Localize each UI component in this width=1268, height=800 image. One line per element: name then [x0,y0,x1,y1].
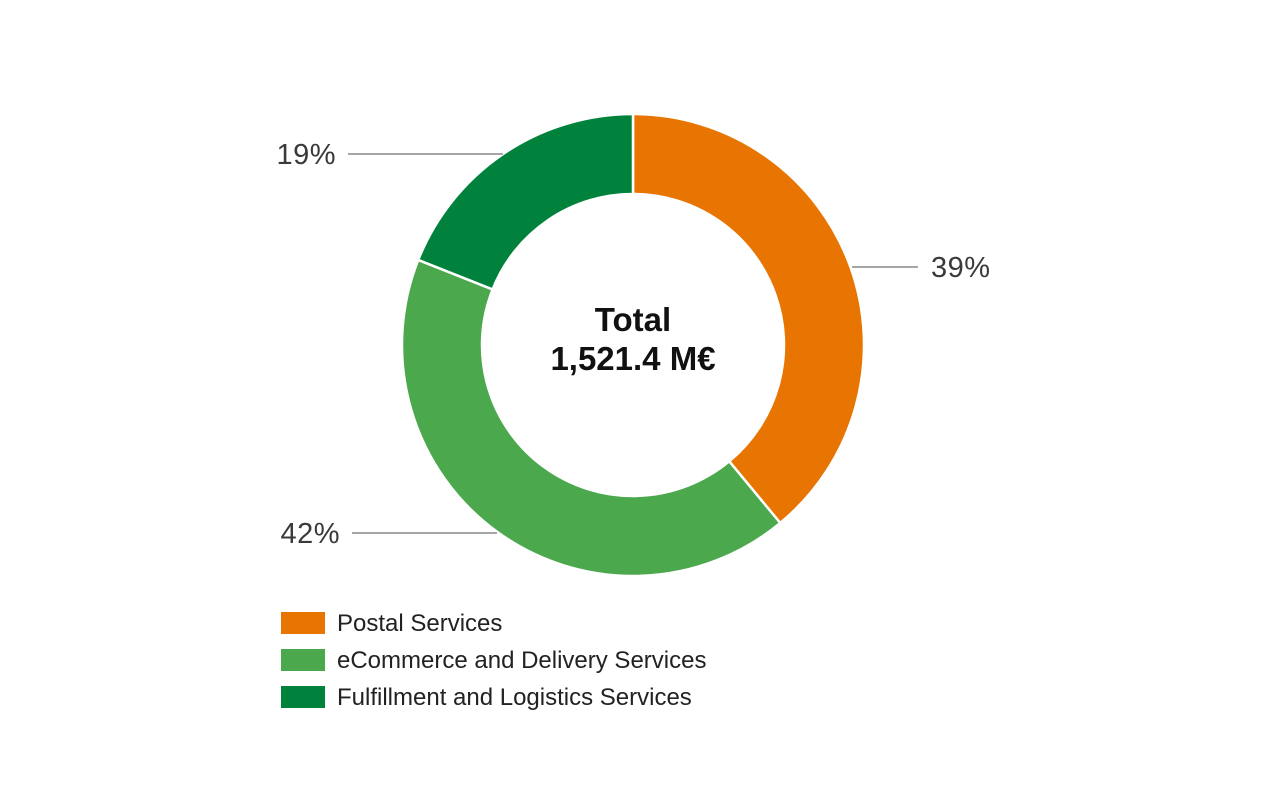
center-total-value: 1,521.4 M€ [550,340,715,377]
slice-leader-lines [348,153,918,534]
slice-percent-label: 42% [280,518,340,550]
slice-fulfillment-and-logistics-services [416,112,635,292]
donut-slices [400,112,866,578]
center-total-label: Total [595,301,671,338]
legend-label: Fulfillment and Logistics Services [337,684,692,711]
legend-swatch [281,649,325,671]
legend-swatch [281,686,325,708]
legend-label: eCommerce and Delivery Services [337,647,706,674]
slice-percent-labels: 39% 42% 19% [276,139,990,550]
slice-percent-label: 39% [931,252,991,284]
chart-legend: Postal Services eCommerce and Delivery Se… [281,610,706,711]
slice-percent-label: 19% [276,139,336,171]
legend-swatch [281,612,325,634]
slice-postal-services [631,112,866,525]
legend-label: Postal Services [337,610,502,637]
slice-ecommerce-and-delivery-services [400,258,783,578]
